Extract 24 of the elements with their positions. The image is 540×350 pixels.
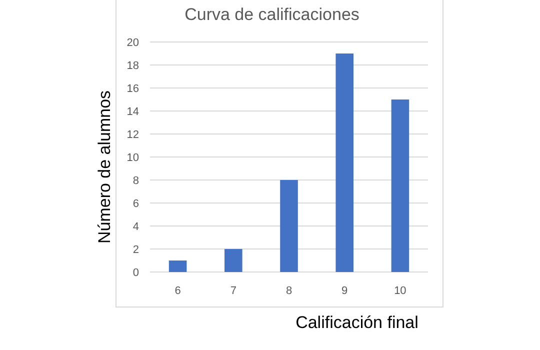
y-tick-label: 4: [132, 220, 139, 233]
x-tick-label: 7: [230, 284, 236, 297]
y-tick-label: 18: [126, 60, 139, 72]
bar: [336, 54, 354, 272]
y-tick-label: 0: [132, 266, 139, 279]
chart-title: Curva de calificaciones: [184, 5, 360, 24]
y-tick-label: 14: [126, 106, 139, 118]
y-tick-label: 12: [126, 128, 139, 141]
y-tick-label: 8: [132, 174, 139, 187]
y-tick-label: 20: [126, 36, 139, 49]
y-tick-label: 6: [132, 198, 139, 210]
x-tick-label: 10: [394, 284, 406, 297]
bar: [280, 180, 298, 272]
x-tick-label: 6: [174, 284, 181, 297]
x-tick-label: 8: [286, 284, 292, 297]
bar: [168, 260, 187, 272]
bar: [224, 249, 242, 272]
y-tick-label: 10: [126, 152, 139, 164]
x-axis-title: Calificación final: [296, 313, 418, 332]
y-tick-label: 16: [126, 82, 139, 95]
y-tick-label: 2: [132, 244, 139, 256]
bar: [391, 100, 410, 272]
x-tick-label: 9: [342, 284, 348, 297]
y-axis-title: Número de alumnos: [95, 90, 114, 244]
